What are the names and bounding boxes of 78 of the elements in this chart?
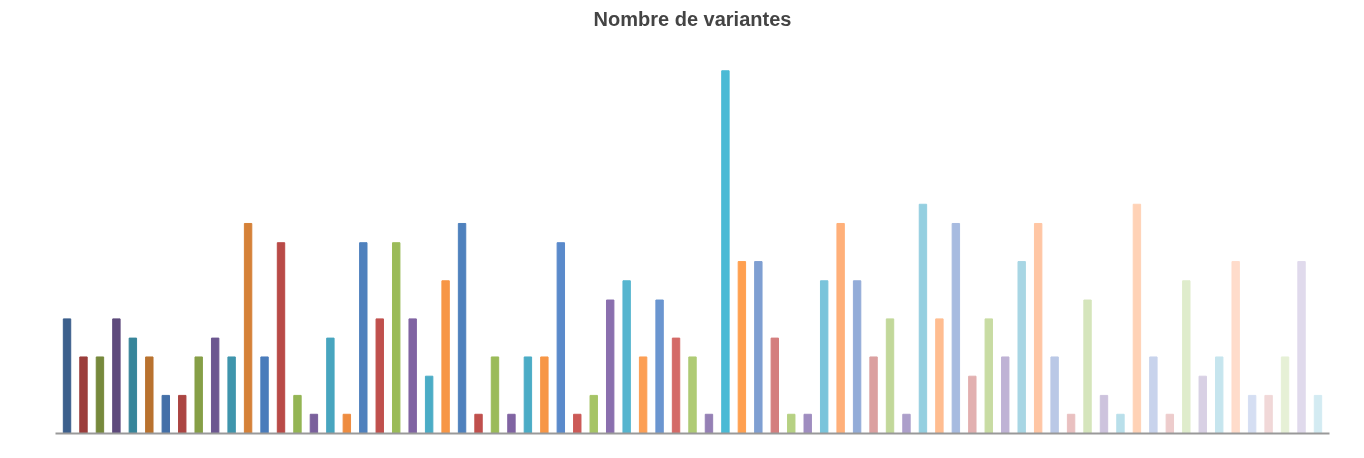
bar: [145, 356, 154, 434]
bar: [1099, 394, 1109, 434]
bar: [787, 413, 796, 434]
bar: [326, 337, 335, 434]
bar: [1198, 375, 1207, 434]
bar: [62, 318, 72, 434]
bar: [1215, 356, 1224, 434]
bar: [95, 356, 105, 434]
bar: [1017, 261, 1026, 434]
bar: [260, 356, 269, 434]
bar: [671, 337, 681, 434]
bar: [1280, 356, 1290, 434]
bar: [161, 394, 170, 434]
bar: [803, 413, 812, 434]
bar: [540, 356, 549, 434]
bar: [589, 394, 598, 434]
bar: [655, 299, 664, 434]
bar: [1165, 413, 1175, 434]
bar: [819, 280, 829, 434]
bar: [1149, 356, 1158, 434]
bar: [523, 356, 533, 434]
bar: [935, 318, 944, 434]
bar: [194, 356, 203, 434]
bar: [1231, 261, 1240, 434]
bar: [885, 318, 895, 434]
bar: [622, 280, 631, 434]
bar: [309, 413, 319, 434]
bar: [951, 222, 961, 434]
bar: [573, 413, 582, 434]
bar: [721, 70, 730, 434]
bar: [441, 280, 450, 434]
bar: [424, 375, 434, 434]
bar: [1264, 394, 1273, 434]
bar: [606, 299, 615, 434]
bar: [902, 413, 911, 434]
chart-title: Nombre de variantes: [593, 7, 792, 30]
bar: [79, 356, 88, 434]
bar: [1132, 203, 1142, 434]
bar: [704, 413, 714, 434]
bar: [1182, 280, 1191, 434]
bar: [770, 337, 779, 434]
bar: [507, 413, 516, 434]
bar: [1066, 413, 1076, 434]
bar: [984, 318, 993, 434]
bar: [293, 394, 302, 434]
bar: [457, 222, 467, 434]
bar: [178, 394, 187, 434]
bar: [1033, 222, 1043, 434]
bar: [392, 242, 401, 434]
bar: [128, 337, 138, 434]
bar: [638, 356, 648, 434]
bar: [1116, 413, 1125, 434]
bar: [408, 318, 417, 434]
bar: [1313, 394, 1323, 434]
bar: [737, 261, 747, 434]
bar: [342, 413, 352, 434]
bar: [968, 375, 977, 434]
bar: [1050, 356, 1059, 434]
bar: [836, 222, 845, 434]
bar: [359, 242, 368, 434]
bar: [474, 413, 483, 434]
bar: [1247, 394, 1257, 434]
bar: [112, 318, 121, 434]
bar: [852, 280, 862, 434]
bar: [869, 356, 878, 434]
bar: [1083, 299, 1092, 434]
bar: [227, 356, 236, 434]
bar: [1297, 261, 1306, 434]
bar: [1001, 356, 1010, 434]
bar: [243, 222, 253, 434]
bar: [918, 203, 928, 434]
bar: [490, 356, 500, 434]
bar: [276, 242, 286, 434]
bar: [556, 242, 566, 434]
bar: [754, 261, 763, 434]
bar: [375, 318, 384, 434]
bar: [688, 356, 697, 434]
bar: [210, 337, 220, 434]
